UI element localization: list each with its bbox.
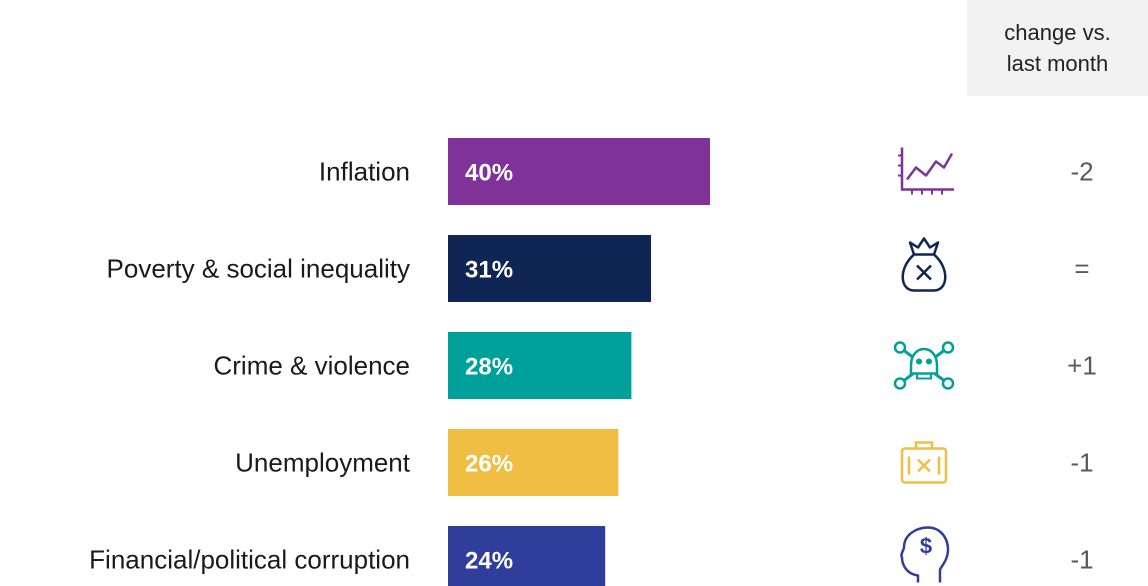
category-label: Poverty & social inequality	[107, 254, 410, 284]
category-label: Financial/political corruption	[89, 545, 410, 575]
bar-value-label: 24%	[465, 548, 513, 575]
category-label: Inflation	[319, 157, 410, 187]
bar-value-label: 28%	[465, 354, 513, 381]
skull-crossbones-icon	[893, 341, 955, 390]
change-header-line2: last month	[1006, 51, 1109, 76]
bar-value-label: 26%	[465, 451, 513, 478]
bar	[448, 526, 606, 586]
change-value: +1	[1067, 351, 1097, 381]
bar	[448, 332, 632, 399]
category-label: Unemployment	[235, 448, 411, 478]
change-value: -2	[1070, 157, 1093, 187]
change-value: =	[1074, 254, 1089, 284]
head-dollar-icon: $	[900, 526, 950, 583]
category-label: Crime & violence	[213, 351, 410, 381]
change-vs-last-month-header: change vs. last month	[967, 0, 1148, 96]
change-value: -1	[1070, 448, 1093, 478]
chart-line-icon	[898, 147, 954, 195]
bar-value-label: 31%	[465, 257, 513, 284]
change-header-line1: change vs.	[1004, 20, 1111, 45]
change-value: -1	[1070, 545, 1093, 575]
bar	[448, 138, 710, 205]
money-bag-icon	[901, 237, 947, 292]
bar	[448, 429, 619, 496]
briefcase-icon	[900, 441, 948, 484]
svg-text:$: $	[920, 534, 932, 559]
bar	[448, 235, 652, 302]
bar-value-label: 40%	[465, 160, 513, 187]
